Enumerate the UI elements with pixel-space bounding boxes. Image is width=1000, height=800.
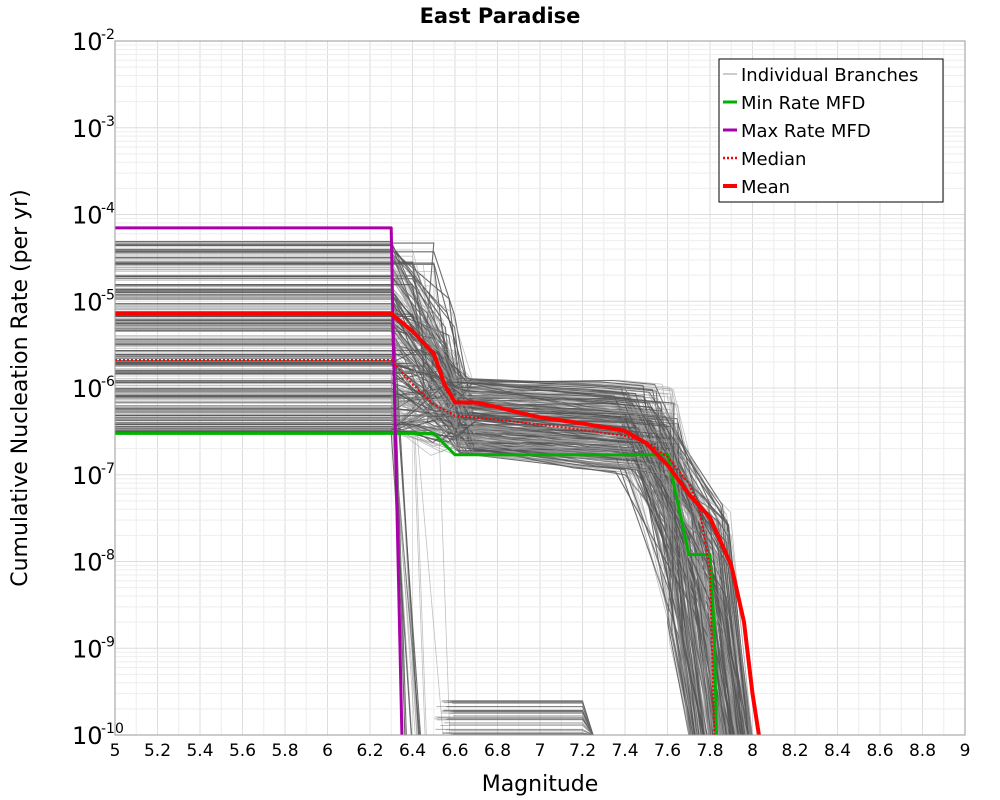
svg-text:10: 10: [72, 722, 103, 750]
x-tick-label: 7: [535, 741, 546, 761]
svg-text:10: 10: [72, 115, 103, 143]
y-tick-labels: 10-210-310-410-510-610-710-810-910-10: [72, 27, 124, 750]
x-tick-label: 6: [322, 741, 333, 761]
svg-text:-10: -10: [101, 721, 124, 737]
x-tick-label: 5.8: [271, 741, 298, 761]
x-tick-label: 7.8: [696, 741, 723, 761]
legend-item: Mean: [723, 177, 790, 198]
svg-text:10: 10: [72, 462, 103, 490]
series-max-rate-mfd: [115, 226, 404, 735]
x-tick-label: 6.6: [441, 741, 468, 761]
y-tick-label: 10-4: [72, 201, 115, 230]
svg-text:Max Rate MFD: Max Rate MFD: [741, 121, 871, 142]
svg-text:Min Rate MFD: Min Rate MFD: [741, 93, 865, 114]
svg-text:-6: -6: [101, 374, 115, 390]
y-tick-label: 10-2: [72, 27, 115, 56]
x-tick-label: 9: [960, 741, 971, 761]
y-tick-label: 10-10: [72, 721, 124, 750]
x-axis-label: Magnitude: [482, 772, 599, 797]
legend-item: Max Rate MFD: [723, 121, 871, 142]
x-tick-label: 7.6: [654, 741, 681, 761]
x-tick-label: 5.4: [186, 741, 213, 761]
x-tick-label: 8.2: [781, 741, 808, 761]
svg-text:10: 10: [72, 375, 103, 403]
y-tick-label: 10-9: [72, 634, 115, 663]
x-tick-label: 7.2: [569, 741, 596, 761]
svg-text:10: 10: [72, 28, 103, 56]
svg-text:Individual Branches: Individual Branches: [741, 65, 918, 86]
y-tick-label: 10-5: [72, 287, 115, 316]
svg-text:-2: -2: [101, 27, 115, 43]
x-tick-label: 8: [747, 741, 758, 761]
y-tick-label: 10-8: [72, 548, 115, 577]
x-tick-label: 5.2: [144, 741, 171, 761]
y-tick-label: 10-7: [72, 461, 115, 490]
chart-title: East Paradise: [420, 4, 581, 28]
series-mean: [115, 311, 761, 735]
x-tick-label: 5: [110, 741, 121, 761]
svg-text:Median: Median: [741, 149, 806, 170]
x-tick-label: 7.4: [611, 741, 638, 761]
x-tick-label: 6.2: [356, 741, 383, 761]
svg-text:10: 10: [72, 288, 103, 316]
svg-text:-5: -5: [101, 287, 115, 303]
y-axis-label: Cumulative Nucleation Rate (per yr): [8, 189, 33, 587]
svg-text:-7: -7: [101, 461, 115, 477]
y-tick-label: 10-3: [72, 114, 115, 143]
x-tick-label: 8.6: [866, 741, 893, 761]
svg-text:10: 10: [72, 635, 103, 663]
legend-item: Median: [723, 149, 806, 170]
svg-text:Mean: Mean: [741, 177, 790, 198]
x-tick-label: 8.8: [909, 741, 936, 761]
series-min-rate-mfd: [115, 431, 718, 735]
y-tick-label: 10-6: [72, 374, 115, 403]
x-tick-label: 8.4: [824, 741, 851, 761]
svg-text:-9: -9: [101, 634, 115, 650]
svg-text:10: 10: [72, 549, 103, 577]
svg-text:10: 10: [72, 202, 103, 230]
x-tick-label: 6.4: [399, 741, 426, 761]
x-tick-label: 5.6: [229, 741, 256, 761]
x-tick-label: 6.8: [484, 741, 511, 761]
x-tick-labels: 5 5.2 5.4 5.6 5.8 6 6.2 6.4 6.6 6.8 7 7.2 7.4 7.6 7.8 8…: [110, 741, 971, 761]
svg-text:-3: -3: [101, 114, 115, 130]
legend-item: Min Rate MFD: [723, 93, 865, 114]
svg-text:-4: -4: [101, 201, 115, 217]
plot-frame: [114, 40, 966, 736]
svg-text:-8: -8: [101, 548, 115, 564]
legend-item: Individual Branches: [723, 65, 918, 86]
series-lines: [115, 226, 761, 735]
legend: Individual Branches Min Rate MFD Max Rate …: [718, 58, 944, 203]
